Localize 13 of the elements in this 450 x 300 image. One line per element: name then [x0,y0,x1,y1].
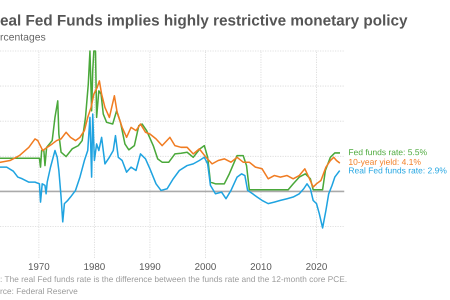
x-tick-label: 2000 [195,263,216,270]
x-tick-label: 1990 [140,263,160,270]
series-label: Real Fed funds rate: 2.9% [349,167,447,174]
x-tick-label: 1980 [84,263,105,270]
chart-title: eal Fed Funds implies highly restrictive monetary policy [0,14,408,29]
text: : The real Fed funds rate is the difference between the funds rate and the 12-month core PCE. [0,276,346,282]
series-label: 10-year yield: 4.1% [349,158,421,167]
chart-subtitle: rcentages [0,34,46,43]
x-tick-label: 2020 [306,263,327,270]
x-tick-label: 1970 [28,263,50,270]
series-label: Fed funds rate: 5.5% [349,148,427,156]
x-tick-label: 2010 [250,263,272,270]
text: rce: Federal Reserve [0,288,78,294]
